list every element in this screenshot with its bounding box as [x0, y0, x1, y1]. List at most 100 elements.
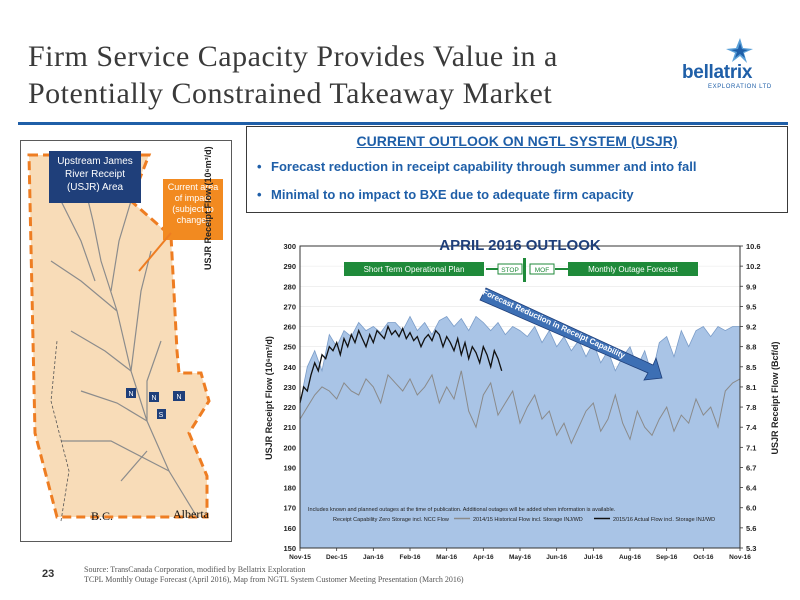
- y-tick-label: 290: [283, 262, 296, 271]
- x-tick-label: Dec-15: [326, 554, 348, 561]
- legend-swatch-capability: [316, 516, 330, 521]
- impact-note: Current area of impact (subject to chang…: [163, 179, 223, 240]
- y-tick-label: 250: [283, 343, 296, 352]
- stop-label: STOP: [501, 267, 519, 274]
- y-tick-label: 200: [283, 443, 296, 452]
- bullet-dot-icon: •: [257, 187, 262, 202]
- y2-tick-label: 10.6: [746, 242, 761, 251]
- impact-pointer-arrow: [138, 232, 172, 272]
- y-tick-label: 230: [283, 383, 296, 392]
- y2-tick-label: 9.5: [746, 302, 756, 311]
- stop-box: [497, 263, 523, 275]
- y2-tick-label: 7.4: [746, 423, 757, 432]
- map-marker-label-1: N: [128, 391, 133, 398]
- x-tick-label: Nov-16: [729, 554, 751, 561]
- label-alberta: Alberta: [173, 507, 209, 521]
- x-axis-ticks: Nov-15 Dec-15 Jan-16 Feb-16 Mar-16 Apr-16 May-…: [289, 548, 751, 561]
- y2-tick-label: 7.8: [746, 403, 756, 412]
- map-marker-label-4: S: [159, 412, 164, 419]
- source-notes: Source: TransCanada Corporation, modifie…: [84, 565, 464, 585]
- legend-label-capability: Receipt Capability Zero Storage incl. NC…: [333, 517, 449, 523]
- map-marker-1: [126, 388, 136, 398]
- logo-subtitle: EXPLORATION LTD: [708, 84, 772, 90]
- x-tick-label: Mar-16: [436, 554, 457, 561]
- outlook-chart: 150 160 170 180 190 200 210 220 230 240 250 260 270 2…: [258, 228, 786, 568]
- outlook-box: CURRENT OUTLOOK ON NGTL SYSTEM (USJR) • F…: [246, 126, 788, 213]
- bullet-dot-icon: •: [257, 159, 262, 174]
- y-tick-label: 170: [283, 504, 296, 513]
- source-line-2: TCPL Monthly Outage Forecast (April 2016…: [84, 575, 464, 584]
- outlook-bullet-2: • Minimal to no impact to BXE due to adeq…: [257, 187, 634, 202]
- series-actual-line: [299, 324, 503, 404]
- y2-axis-label: USJR Receipt Flow (Bcf/d): [770, 341, 780, 454]
- x-tick-label: Oct-16: [693, 554, 714, 561]
- map-axis-label: USJR Receipt Flow (10⁶m³/d): [203, 146, 213, 270]
- y2-tick-label: 6.0: [746, 504, 756, 513]
- title-divider: [18, 122, 788, 125]
- y2-tick-label: 5.3: [746, 544, 756, 553]
- slide-title-line-1: Firm Service Capacity Provides Value in …: [28, 40, 558, 73]
- outlook-bullet-text-1: Forecast reduction in receipt capability…: [271, 159, 697, 174]
- x-tick-label: Jul-16: [584, 554, 603, 561]
- y2-tick-label: 9.9: [746, 282, 756, 291]
- y-tick-label: 260: [283, 323, 296, 332]
- y2-tick-label: 8.8: [746, 343, 756, 352]
- monthly-box: [568, 262, 698, 276]
- y-tick-label: 240: [283, 363, 296, 372]
- x-tick-label: Feb-16: [400, 554, 421, 561]
- series-line-group: [299, 324, 741, 445]
- y2-tick-label: 5.6: [746, 524, 756, 533]
- y2-axis-ticks: 5.3 5.6 6.0 6.4 6.7 7.1 7.4 7.8 8.1 8.5 8.8 9.2 9.5 9…: [740, 242, 761, 553]
- legend-label-actual: 2015/16 Actual Flow incl. Storage INJ/WD: [613, 517, 715, 523]
- slide-title: Firm Service Capacity Provides Value in …: [28, 38, 638, 112]
- map-marker-2: [149, 392, 159, 402]
- y-tick-label: 280: [283, 282, 296, 291]
- series-capability-area: [299, 315, 741, 549]
- slide-title-line-2: Potentially Constrained Takeaway Market: [28, 77, 553, 110]
- map-marker-label-3: N: [176, 394, 181, 401]
- y-tick-label: 210: [283, 423, 296, 432]
- y2-tick-label: 10.2: [746, 262, 761, 271]
- chart-legend: Receipt Capability Zero Storage incl. NC…: [316, 516, 715, 523]
- map-marker-label-2: N: [151, 395, 156, 402]
- short-term-label: Short Term Operational Plan: [364, 265, 465, 274]
- x-tick-label: Jun-16: [546, 554, 567, 561]
- y2-tick-label: 6.7: [746, 463, 756, 472]
- chart-title: APRIL 2016 OUTLOOK: [439, 237, 601, 254]
- outlook-heading: CURRENT OUTLOOK ON NGTL SYSTEM (USJR): [356, 133, 678, 149]
- x-tick-label: Apr-16: [473, 554, 494, 561]
- chart-footnote: Includes known and planned outages at th…: [308, 507, 616, 513]
- source-line-1: Source: TransCanada Corporation, modifie…: [84, 565, 306, 574]
- map-markers: N N N S: [126, 388, 185, 419]
- usjr-map: N N N S Upstream James River Receipt (US…: [20, 140, 232, 542]
- label-bc: B.C.: [91, 509, 114, 523]
- map-marker-4: [157, 409, 166, 419]
- y-tick-label: 220: [283, 403, 296, 412]
- y2-tick-label: 9.2: [746, 323, 756, 332]
- legend-label-historical: 2014/15 Historical Flow incl. Storage IN…: [473, 517, 583, 523]
- y-axis-label: USJR Receipt Flow (10⁶m³/d): [264, 336, 274, 460]
- y-tick-label: 270: [283, 302, 296, 311]
- x-tick-label: Sep-16: [656, 554, 678, 561]
- map-marker-3: [173, 391, 185, 401]
- mof-box: [529, 263, 555, 275]
- x-tick-label: Jan-16: [363, 554, 384, 561]
- series-historical-line: [299, 370, 741, 445]
- y2-tick-label: 7.1: [746, 443, 756, 452]
- x-tick-label: May-16: [509, 554, 531, 561]
- y-tick-label: 150: [283, 544, 296, 553]
- page-number: 23: [42, 568, 55, 580]
- y-tick-label: 180: [283, 484, 296, 493]
- bellatrix-logo: bellatrix EXPLORATION LTD: [682, 38, 782, 100]
- y-tick-label: 160: [283, 524, 296, 533]
- outlook-bullet-text-2: Minimal to no impact to BXE due to adequ…: [271, 187, 634, 202]
- logo-name: bellatrix: [682, 62, 753, 83]
- map-graphic: N N N S: [27, 153, 211, 522]
- usjr-area-label: Upstream James River Receipt (USJR) Area: [49, 151, 141, 203]
- series-area-group: [299, 315, 741, 549]
- y2-tick-label: 8.1: [746, 383, 756, 392]
- y2-tick-label: 8.5: [746, 363, 756, 372]
- y2-tick-label: 6.4: [746, 484, 757, 493]
- monthly-label: Monthly Outage Forecast: [588, 265, 679, 274]
- mof-label: MOF: [535, 267, 549, 274]
